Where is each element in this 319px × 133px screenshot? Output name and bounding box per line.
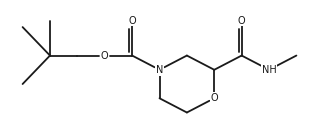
Text: O: O: [238, 16, 245, 26]
Text: O: O: [101, 51, 108, 61]
Text: O: O: [128, 16, 136, 26]
Text: O: O: [211, 93, 218, 103]
Text: NH: NH: [262, 65, 276, 75]
Text: N: N: [156, 65, 163, 75]
